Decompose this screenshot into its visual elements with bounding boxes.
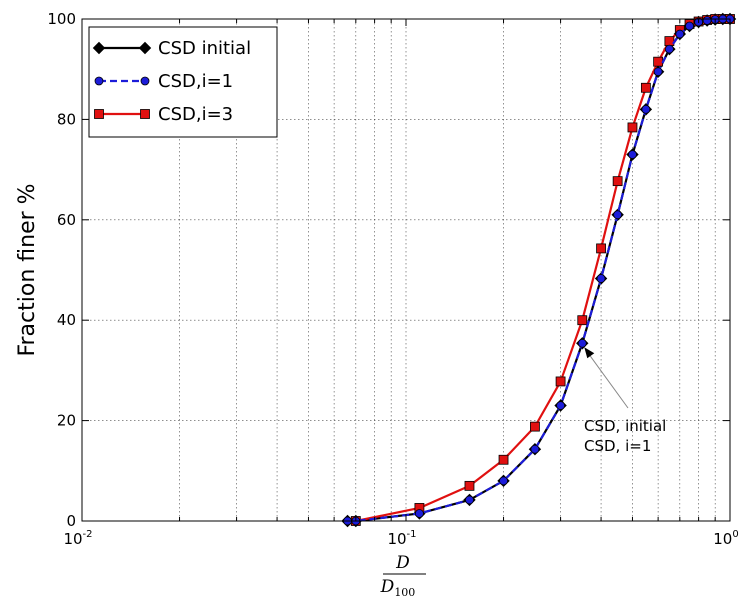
- data-point: [498, 454, 509, 465]
- data-point: [415, 509, 424, 518]
- data-point: [641, 104, 651, 114]
- series-line: [347, 17, 730, 523]
- data-point: [596, 274, 606, 283]
- y-tick-label: 80: [57, 110, 76, 128]
- y-tick-label: 0: [66, 512, 76, 530]
- annotation-line: CSD, i=1: [584, 437, 651, 455]
- x-axis-label: D D100: [380, 553, 426, 599]
- x-tick-label: 100: [713, 529, 738, 548]
- legend-marker: [94, 109, 104, 119]
- data-point: [640, 82, 651, 93]
- x-label-denominator-main: D: [380, 577, 395, 597]
- data-point: [653, 67, 663, 77]
- y-tick-label: 40: [57, 311, 76, 329]
- data-point: [612, 176, 623, 187]
- y-axis-label: Fraction finer %: [15, 183, 40, 356]
- series-1: [343, 14, 735, 526]
- data-point: [702, 16, 712, 25]
- data-point: [465, 495, 474, 505]
- series-line: [347, 17, 730, 523]
- legend-marker: [94, 76, 104, 86]
- data-point: [499, 476, 508, 486]
- series-line: [355, 17, 730, 523]
- data-point: [627, 122, 638, 133]
- data-point: [556, 401, 565, 410]
- legend-marker: [140, 109, 150, 119]
- annotation-arrowhead: [584, 347, 595, 359]
- data-point: [577, 315, 588, 326]
- data-point: [653, 56, 664, 67]
- data-point: [530, 421, 540, 432]
- data-point: [530, 444, 540, 454]
- data-point: [685, 21, 694, 31]
- x-label-denominator: D100: [380, 577, 416, 599]
- legend-box: [88, 26, 278, 138]
- annotation-arrow-line: [587, 352, 629, 409]
- y-tick-label: 60: [57, 211, 76, 229]
- data-point: [675, 29, 685, 39]
- data-point: [664, 36, 675, 46]
- legend-label: CSD,i=3: [158, 104, 233, 125]
- annotation: CSD, initial CSD, i=1: [584, 347, 666, 455]
- legend-label: CSD,i=1: [158, 71, 233, 92]
- x-tick-label: 10-2: [63, 529, 92, 548]
- data-point: [664, 44, 674, 54]
- legend-marker: [138, 41, 152, 55]
- annotation-line: CSD, initial: [584, 417, 666, 435]
- data-point: [464, 480, 475, 491]
- tick-labels: 0 20 40 60 80 100 10-2 10-1 100: [47, 10, 738, 548]
- series-2: [350, 14, 735, 526]
- legend-marker: [92, 41, 106, 55]
- y-tick-label: 20: [57, 412, 76, 430]
- data-point: [596, 243, 606, 254]
- data-point: [577, 338, 587, 348]
- x-label-denominator-sub: 100: [394, 586, 415, 599]
- data-point: [628, 150, 637, 159]
- legend: CSD initial CSD,i=1 CSD,i=3: [88, 26, 278, 138]
- legend-marker: [140, 76, 150, 86]
- ticks: [81, 18, 731, 522]
- data-point: [613, 210, 623, 220]
- data-point: [555, 376, 566, 387]
- legend-label: CSD initial: [158, 38, 251, 59]
- series-layer: [341, 12, 737, 528]
- x-label-numerator: D: [395, 553, 410, 573]
- x-tick-label: 10-1: [387, 529, 416, 548]
- y-tick-label: 100: [47, 10, 76, 28]
